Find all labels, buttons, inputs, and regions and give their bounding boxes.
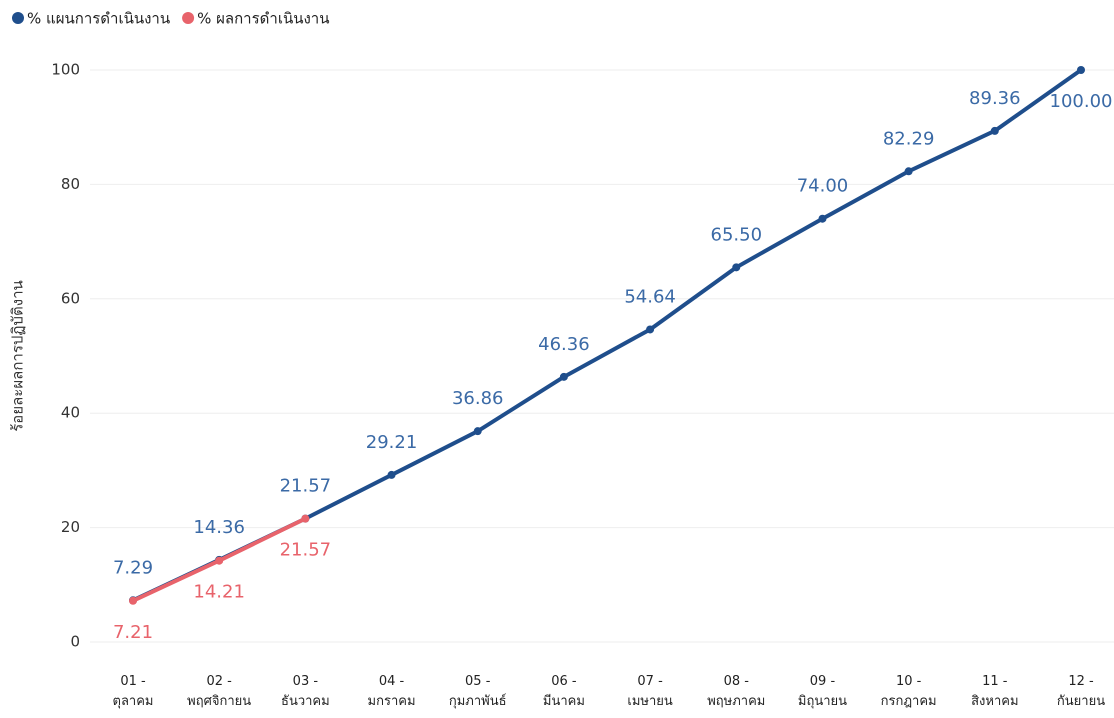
x-tick-label: 02 - พฤศจิกายน	[187, 674, 252, 709]
data-label: 21.57	[280, 476, 332, 497]
data-point	[301, 514, 310, 523]
y-tick-label: 40	[61, 404, 80, 422]
data-label: 14.36	[193, 517, 245, 538]
data-point	[559, 372, 568, 381]
data-label: 29.21	[366, 432, 418, 453]
data-label: 65.50	[711, 224, 763, 245]
data-label: 7.21	[113, 622, 153, 643]
y-tick-label: 100	[51, 61, 80, 79]
data-label: 54.64	[624, 286, 676, 307]
series-line	[132, 68, 1083, 603]
data-label: 36.86	[452, 388, 504, 409]
data-label: 46.36	[538, 334, 590, 355]
x-tick-label: 09 - มิถุนายน	[797, 674, 848, 709]
x-tick-label: 08 - พฤษภาคม	[707, 674, 766, 709]
y-tick-label: 20	[61, 518, 80, 536]
data-point	[904, 167, 913, 176]
x-tick-label: 11 - สิงหาคม	[971, 674, 1019, 709]
legend-marker	[182, 12, 195, 24]
data-label: 89.36	[969, 88, 1021, 109]
y-axis-title: ร้อยละผลการปฏิบัติงาน	[9, 280, 27, 432]
data-point	[646, 325, 655, 334]
x-tick-label: 12 - กันยายน	[1056, 674, 1106, 709]
data-label: 100.00	[1050, 91, 1113, 112]
y-tick-label: 60	[61, 289, 80, 307]
x-tick-label: 03 - ธันวาคม	[281, 674, 330, 709]
data-point	[387, 470, 396, 479]
legend-marker	[12, 12, 24, 24]
x-tick-label: 06 - มีนาคม	[542, 674, 585, 709]
data-point	[1077, 66, 1085, 74]
data-label: 7.29	[113, 557, 153, 578]
data-point	[129, 596, 137, 605]
data-point	[990, 126, 999, 135]
x-tick-label: 05 - กุมภาพันธ์	[448, 674, 507, 709]
legend-label: % ผลการดำเนินงาน	[197, 10, 329, 28]
legend-label: % แผนการดำเนินงาน	[27, 10, 170, 28]
data-point	[215, 556, 224, 565]
data-label: 21.57	[280, 540, 332, 561]
y-tick-label: 0	[70, 633, 80, 651]
y-tick-label: 80	[61, 175, 80, 193]
data-point	[732, 263, 741, 272]
x-tick-label: 01 - ตุลาคม	[112, 674, 154, 709]
data-label: 14.21	[193, 582, 245, 603]
x-tick-label: 07 - เมษายน	[627, 674, 673, 709]
data-label: 82.29	[883, 128, 935, 149]
x-tick-label: 10 - กรกฎาคม	[880, 674, 937, 709]
data-point	[473, 427, 482, 436]
x-tick-label: 04 - มกราคม	[367, 674, 416, 709]
data-point	[818, 214, 827, 223]
data-label: 74.00	[797, 176, 849, 197]
